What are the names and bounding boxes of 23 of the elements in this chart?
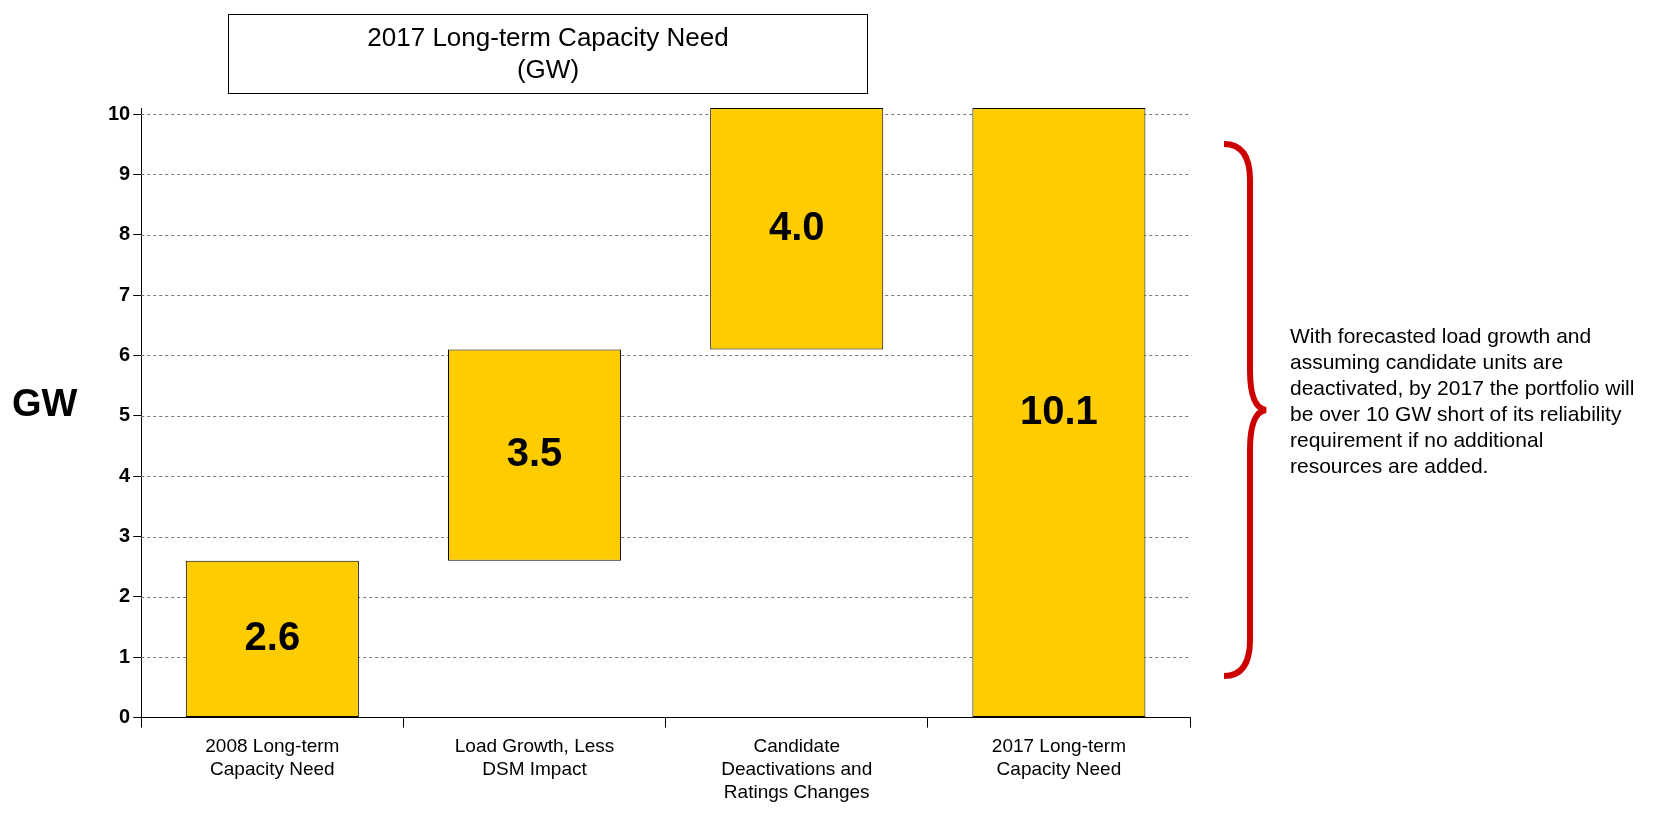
- y-tick-label: 9: [119, 161, 131, 184]
- y-tick-label: 5: [119, 403, 131, 426]
- y-tick-label: 0: [119, 705, 131, 728]
- y-axis-title: GW: [12, 382, 78, 425]
- text: With forecasted load growth and assuming candidate units are deactivated, by 2017 the portfolio will be over 10 GW short of its reliability requirement if no additional resources are added.: [1290, 323, 1636, 479]
- y-tick-label: 1: [119, 644, 131, 667]
- x-tick-label: Load Growth, Less DSM Impact: [454, 735, 615, 780]
- y-tick-label: 4: [119, 463, 132, 486]
- y-tick-label: 3: [119, 524, 131, 547]
- y-tick-label: 10: [108, 101, 131, 124]
- y-tick-label: 7: [119, 282, 131, 305]
- y-tick-label: 2: [119, 584, 131, 607]
- y-tick-label: 6: [119, 342, 131, 365]
- x-tick-label: 2017 Long-term Capacity Need: [991, 735, 1126, 780]
- y-tick-label: 8: [119, 222, 131, 245]
- data-label: 2.6: [244, 613, 301, 658]
- chart-title: 2017 Long-term Capacity Need: [366, 21, 730, 53]
- x-tick-label: 2008 Long-term Capacity Need: [205, 735, 340, 780]
- data-label: 10.1: [1019, 387, 1098, 432]
- data-label: 4.0: [768, 203, 825, 248]
- x-tick-label: Candidate Deactivations and Ratings Changes: [721, 735, 873, 802]
- data-label: 3.5: [506, 430, 563, 475]
- chart-subtitle: (GW): [515, 53, 581, 85]
